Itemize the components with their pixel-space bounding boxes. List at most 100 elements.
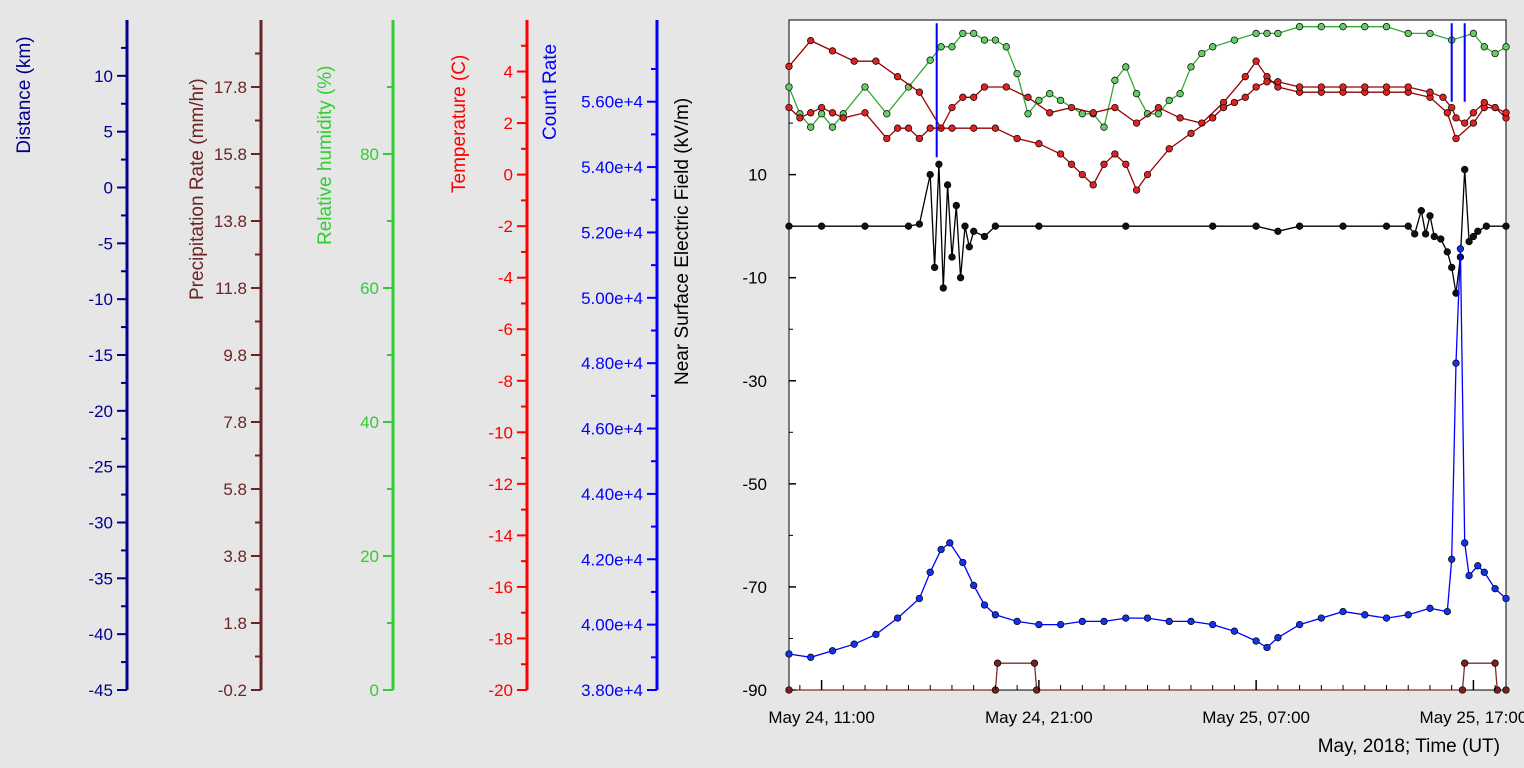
precip-tick-label: 11.8 [215,279,247,298]
data-point-count [1100,617,1108,626]
distance-tick-label: 5 [104,123,113,142]
data-point-efield [970,227,978,235]
data-point-temperature [883,134,891,143]
data-point-humidity [1469,29,1478,38]
data-point-humidity [1252,29,1260,38]
data-point-temperature [970,124,978,132]
data-point-precip [1491,659,1499,667]
data-point-efield [948,253,956,261]
data-point-count [850,640,858,648]
data-point-temperature [1067,160,1076,168]
data-point-humidity [1361,23,1369,31]
data-point-count [1209,620,1217,629]
data-point-temperature [970,93,978,101]
series-humidity [785,23,1510,131]
data-point-temperature [872,57,880,65]
data-point-humidity [1100,123,1108,131]
data-point-temperature [1046,109,1054,117]
data-point-temperature [1404,83,1412,91]
data-point-temperature [1241,73,1249,81]
data-point-precip [785,686,793,694]
humidity-tick-label: 60 [360,279,379,298]
time-tick-label: May 25, 07:00 [1202,708,1310,727]
data-point-precip [1458,686,1467,694]
precip-tick-label: 5.8 [223,480,247,499]
data-point-temperature [991,124,1000,132]
data-point-count [1013,617,1021,626]
data-point-count [1035,620,1043,629]
distance-tick-label: 0 [104,179,113,198]
efield-tick-label: -10 [742,269,767,288]
data-point-efield [1502,222,1510,230]
count-tick-label: 4.00e+4 [581,616,643,635]
humidity-tick-label: 0 [370,681,379,700]
data-point-temperature [1056,150,1065,158]
count-tick-label: 4.60e+4 [581,420,643,439]
data-point-humidity [1502,43,1510,51]
series-precip [785,659,1510,694]
data-point-temperature [1209,114,1217,122]
data-point-humidity [785,83,793,91]
data-point-temperature [807,36,815,45]
data-point-efield [1448,263,1456,272]
humidity-axis-title: Relative humidity (%) [315,66,336,246]
data-point-humidity [1111,76,1119,84]
data-point-temperature [1295,83,1304,91]
temperature-tick-label: -16 [488,578,513,597]
time-tick-label: May 25, 17:00 [1420,708,1524,727]
data-point-temperature [948,124,956,132]
axis-temperature: -20-18-16-14-12-10-8-6-4-2024Temperature… [449,20,529,700]
data-point-precip [993,659,1002,667]
data-point-efield [915,220,924,228]
data-point-temperature [817,103,826,112]
data-point-count [785,650,793,658]
plot-area [788,19,1507,691]
data-point-efield [1482,222,1491,230]
data-point-humidity [937,43,945,51]
data-point-temperature [1439,93,1447,101]
data-point-efield [1339,222,1347,230]
data-point-count [1263,643,1271,652]
series-count [785,245,1510,661]
data-point-humidity [817,110,826,118]
distance-tick-label: 10 [94,67,113,86]
data-point-efield [1474,227,1482,235]
data-point-efield [1469,232,1478,241]
data-point-humidity [1046,90,1054,98]
data-point-temperature [1252,83,1260,91]
data-point-temperature [915,134,924,143]
efield-tick-label: 10 [748,166,767,185]
data-point-temperature [1013,134,1021,143]
data-point-efield [930,263,939,272]
data-point-count [1502,594,1510,603]
data-point-temperature [828,47,837,55]
data-point-count [1465,571,1473,580]
precip-tick-label: -0.2 [218,681,247,700]
temperature-tick-label: 0 [504,166,513,185]
data-point-temperature [1339,83,1347,91]
data-point-count [1274,634,1282,642]
humidity-tick-label: 40 [360,413,379,432]
data-point-temperature [1448,103,1456,112]
data-point-efield [943,181,952,189]
data-point-humidity [948,43,956,51]
data-point-humidity [926,56,934,64]
efield-tick-label: -70 [742,578,767,597]
data-point-temperature [1480,98,1488,107]
count-tick-label: 4.20e+4 [581,550,643,569]
data-point-efield [861,222,869,230]
efield-tick-label: -90 [742,681,767,700]
data-point-count [1165,617,1173,626]
data-point-efield [1252,222,1260,230]
data-point-humidity [1176,90,1184,98]
data-point-temperature [1002,83,1010,91]
count-tick-label: 3.80e+4 [581,681,643,700]
data-point-humidity [828,123,837,131]
data-point-temperature [926,124,934,132]
data-point-efield [965,243,973,251]
data-point-temperature [1154,103,1163,112]
data-point-efield [785,222,793,230]
efield-tick-label: -30 [742,372,767,391]
precip-tick-label: 9.8 [223,346,247,365]
